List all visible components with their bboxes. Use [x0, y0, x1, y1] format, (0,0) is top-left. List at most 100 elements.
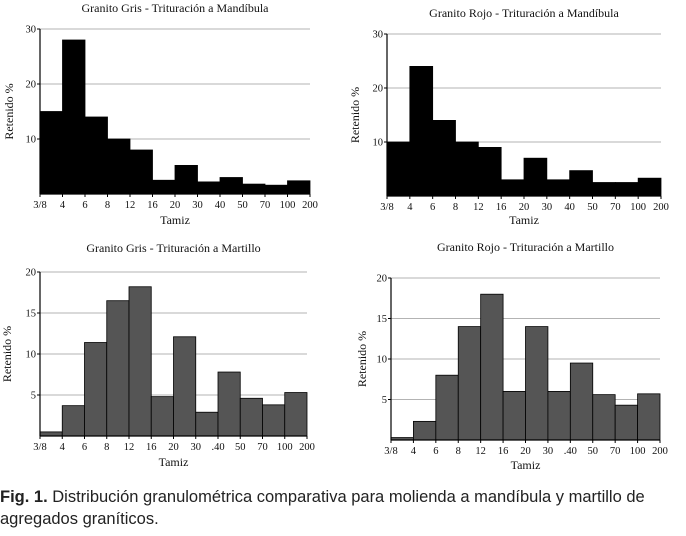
x-tick-label: 30	[192, 200, 203, 211]
x-axis-title: Tamiz	[511, 458, 541, 472]
x-tick-label: 12	[124, 442, 135, 453]
x-tick-label: 12	[125, 200, 136, 211]
x-axis-title: Tamiz	[159, 455, 189, 469]
y-tick-label: 20	[373, 84, 384, 95]
y-tick-label: 10	[26, 135, 37, 146]
y-tick-label: 20	[377, 274, 388, 285]
y-tick-label: 15	[377, 314, 388, 325]
x-tick-label: 50	[587, 202, 598, 213]
x-tick-label: 6	[82, 442, 87, 453]
bar-12	[480, 293, 504, 441]
y-tick-label: 30	[26, 25, 37, 36]
bar-8	[107, 138, 131, 195]
x-tick-label: 8	[453, 202, 458, 213]
x-tick-label: 4	[411, 446, 417, 457]
y-axis-title: Retenido %	[355, 331, 369, 387]
bar-30	[197, 181, 221, 195]
x-tick-label: 20	[170, 200, 181, 211]
figure-canvas: 10 20 30 3/8 4 6 8 12 16 20 30 40 50 70 100 200 Granito …	[0, 1, 669, 472]
bar-100	[284, 392, 308, 437]
y-tick-label: 5	[31, 391, 36, 402]
chart-panel-3: 5 10 15 20 3/8 4 6 8 12 16 20 30 .40 50 70 100 200 Granit…	[0, 241, 315, 469]
x-tick-label: 70	[257, 442, 268, 453]
bar-30	[195, 411, 219, 437]
x-tick-label: 4	[60, 200, 66, 211]
x-tick-label: 8	[456, 446, 461, 457]
bar-16	[150, 396, 174, 437]
bar-20	[523, 157, 548, 197]
x-tick-label: 100	[280, 200, 296, 211]
bar-8	[106, 300, 130, 437]
y-axis-title: Retenido %	[2, 83, 16, 139]
bar-38	[39, 431, 63, 437]
y-tick-label: 10	[373, 138, 384, 149]
bar-20	[173, 336, 197, 437]
x-tick-label: 3/8	[380, 202, 393, 213]
caption-label: Fig. 1.	[0, 488, 48, 506]
bar-16	[502, 390, 526, 441]
bar-6	[435, 374, 459, 441]
x-tick-label: 8	[104, 442, 109, 453]
x-tick-label: 12	[473, 202, 484, 213]
y-tick-label: 15	[26, 309, 37, 320]
chart-title: Granito Gris - Trituración a Mandíbula	[82, 1, 270, 15]
bar-6	[84, 342, 108, 437]
bar-70	[614, 182, 639, 197]
y-tick-label: 30	[373, 30, 384, 41]
bar-4	[61, 405, 85, 437]
x-tick-label: 30	[191, 442, 202, 453]
bar-40	[569, 170, 593, 197]
x-tick-label: 8	[105, 200, 110, 211]
x-axis-title: Tamiz	[160, 213, 190, 227]
bar-40	[569, 362, 594, 441]
bar-100	[637, 393, 661, 441]
x-tick-label: 16	[496, 202, 507, 213]
x-tick-label: 6	[433, 446, 438, 457]
x-tick-label: 70	[610, 446, 621, 457]
bar-50	[592, 394, 616, 441]
x-tick-label: 20	[519, 202, 530, 213]
y-axis-title: Retenido %	[0, 326, 14, 382]
y-tick-label: 10	[26, 350, 37, 361]
x-tick-label: 4	[60, 442, 66, 453]
bar-38	[386, 141, 411, 197]
x-tick-label: 70	[610, 202, 621, 213]
y-tick-label: 20	[26, 80, 37, 91]
y-tick-label: 20	[26, 268, 37, 279]
bar-50	[242, 183, 266, 195]
x-tick-label: 50	[235, 442, 246, 453]
x-tick-label: 16	[147, 200, 158, 211]
bar-16	[152, 179, 176, 195]
x-tick-label: .40	[564, 446, 577, 457]
x-tick-label: 100	[277, 442, 293, 453]
chart-panel-1: 10 20 30 3/8 4 6 8 12 16 20 30 40 50 70 100 200 Granito …	[2, 1, 318, 227]
bar-6	[432, 120, 456, 197]
bar-50	[592, 182, 616, 197]
x-tick-label: 100	[630, 202, 646, 213]
x-tick-label: 200	[653, 202, 669, 213]
x-tick-label: 100	[630, 446, 646, 457]
x-tick-label: 3/8	[33, 442, 46, 453]
x-tick-label: 50	[237, 200, 248, 211]
bar-50	[239, 397, 263, 437]
x-tick-label: 30	[543, 446, 554, 457]
chart-title: Granito Rojo - Trituración a Martillo	[437, 240, 614, 254]
bar-30	[546, 179, 571, 197]
y-axis-title: Retenido %	[348, 87, 362, 143]
bar-12	[128, 286, 152, 437]
bar-40	[217, 371, 241, 437]
bar-4	[413, 420, 437, 441]
x-tick-label: 40	[564, 202, 575, 213]
x-tick-label: 3/8	[33, 200, 46, 211]
chart-panel-2: 10 20 30 3/8 4 6 8 12 16 20 30 40 50 70 100 200 Granito …	[348, 6, 669, 227]
x-tick-label: 200	[652, 446, 668, 457]
y-tick-label: 10	[377, 355, 388, 366]
x-tick-label: 16	[146, 442, 157, 453]
x-tick-label: 12	[475, 446, 486, 457]
bar-12	[129, 149, 153, 195]
y-tick-label: 5	[382, 395, 387, 406]
bar-100	[287, 180, 311, 195]
bar-100	[637, 177, 662, 197]
bar-12	[477, 146, 502, 197]
x-tick-label: .40	[211, 442, 224, 453]
